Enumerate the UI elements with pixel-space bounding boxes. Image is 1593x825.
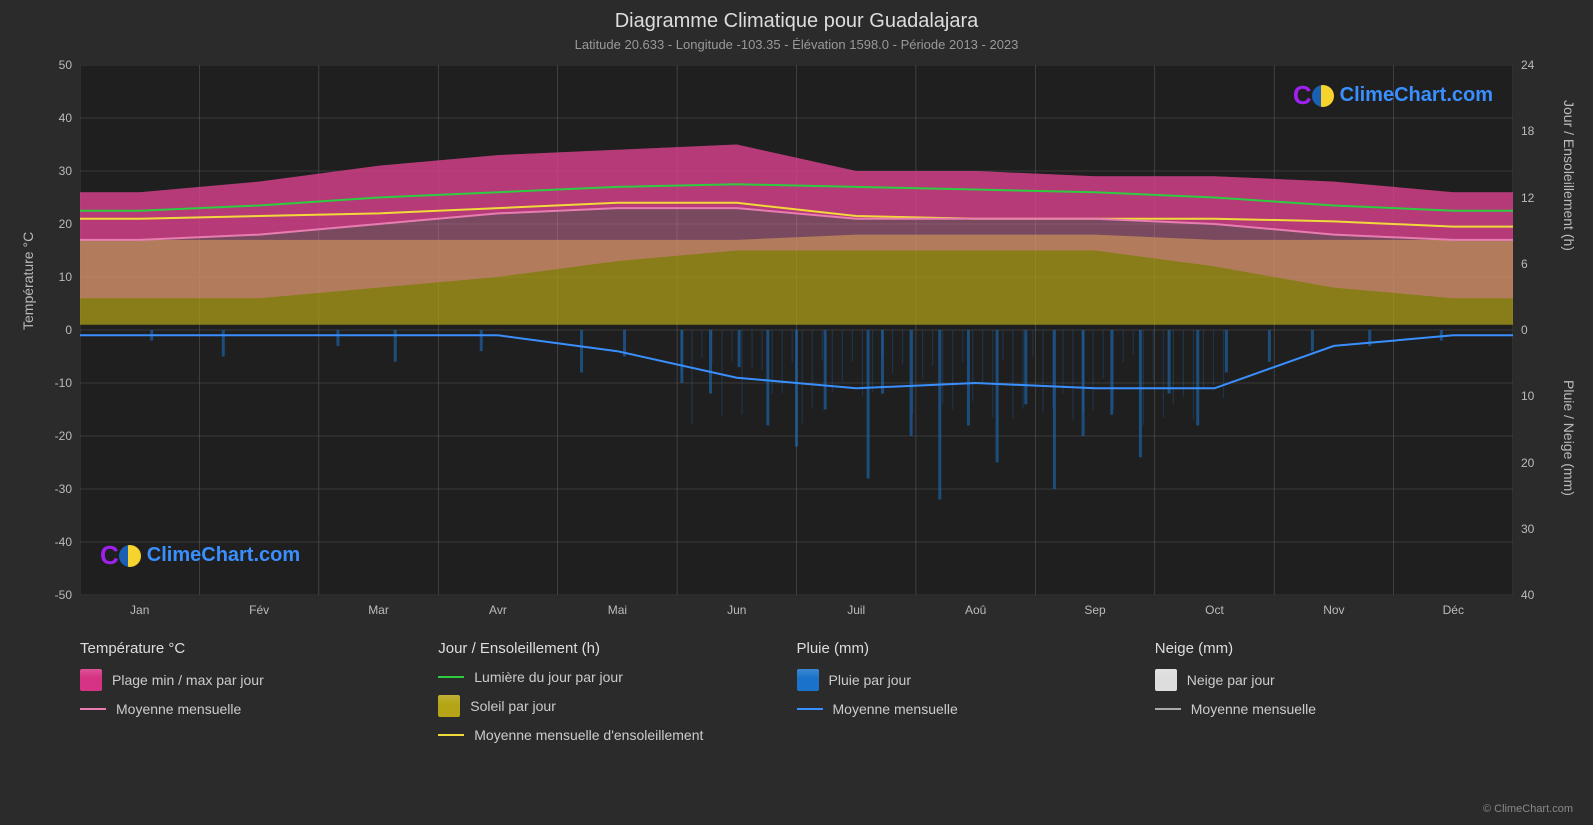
- y-axis-right-label-bottom: Pluie / Neige (mm): [1561, 380, 1577, 496]
- legend-label: Soleil par jour: [470, 698, 556, 714]
- climate-chart: Diagramme Climatique pour Guadalajara La…: [0, 0, 1593, 825]
- legend: Température °C Plage min / max par jour …: [80, 640, 1513, 753]
- legend-label: Pluie par jour: [829, 672, 912, 688]
- brand-text: ClimeChart.com: [147, 544, 300, 567]
- chart-title: Diagramme Climatique pour Guadalajara: [0, 0, 1593, 33]
- pink-line-icon: [80, 708, 106, 710]
- y-tick-right: 6: [1521, 257, 1561, 271]
- legend-header: Pluie (mm): [797, 640, 1135, 657]
- y-tick-left: 0: [32, 323, 72, 337]
- brand-text: ClimeChart.com: [1340, 84, 1493, 107]
- y-tick-left: 10: [32, 270, 72, 284]
- legend-label: Neige par jour: [1187, 672, 1275, 688]
- y-tick-left: -20: [32, 429, 72, 443]
- copyright-text: © ClimeChart.com: [1483, 803, 1573, 815]
- x-tick: Oct: [1184, 603, 1244, 617]
- logo-icon: C: [1293, 80, 1334, 111]
- y-tick-left: -40: [32, 535, 72, 549]
- x-tick: Déc: [1423, 603, 1483, 617]
- legend-label: Moyenne mensuelle: [833, 701, 958, 717]
- legend-snow: Neige (mm) Neige par jour Moyenne mensue…: [1155, 640, 1513, 753]
- brand-logo-bottom-left: C ClimeChart.com: [100, 540, 300, 571]
- legend-label: Plage min / max par jour: [112, 672, 264, 688]
- x-tick: Jan: [110, 603, 170, 617]
- magenta-swatch-icon: [80, 669, 102, 691]
- brand-logo-top-right: C ClimeChart.com: [1293, 80, 1493, 111]
- x-tick: Nov: [1304, 603, 1364, 617]
- legend-header: Jour / Ensoleillement (h): [438, 640, 776, 657]
- yellow-line-icon: [438, 734, 464, 736]
- legend-item-daylight: Lumière du jour par jour: [438, 669, 776, 685]
- legend-temperature: Température °C Plage min / max par jour …: [80, 640, 438, 753]
- y-tick-right: 18: [1521, 124, 1561, 138]
- legend-item-sunshine-mean: Moyenne mensuelle d'ensoleillement: [438, 727, 776, 743]
- blue-swatch-icon: [797, 669, 819, 691]
- y-tick-left: -50: [32, 588, 72, 602]
- legend-header: Neige (mm): [1155, 640, 1493, 657]
- y-tick-left: 40: [32, 111, 72, 125]
- grey-line-icon: [1155, 708, 1181, 710]
- logo-icon: C: [100, 540, 141, 571]
- y-tick-left: 30: [32, 164, 72, 178]
- y-tick-right: 0: [1521, 323, 1561, 337]
- legend-item-snow-mean: Moyenne mensuelle: [1155, 701, 1493, 717]
- y-tick-right: 24: [1521, 58, 1561, 72]
- y-tick-left: -30: [32, 482, 72, 496]
- legend-label: Moyenne mensuelle: [116, 701, 241, 717]
- y-tick-right: 12: [1521, 191, 1561, 205]
- x-tick: Juil: [826, 603, 886, 617]
- legend-label: Lumière du jour par jour: [474, 669, 623, 685]
- y-tick-right: 20: [1521, 456, 1561, 470]
- legend-rain: Pluie (mm) Pluie par jour Moyenne mensue…: [797, 640, 1155, 753]
- legend-label: Moyenne mensuelle: [1191, 701, 1316, 717]
- x-tick: Fév: [229, 603, 289, 617]
- y-tick-right: 40: [1521, 588, 1561, 602]
- grey-swatch-icon: [1155, 669, 1177, 691]
- legend-item-temp-range: Plage min / max par jour: [80, 669, 418, 691]
- y-tick-left: -10: [32, 376, 72, 390]
- legend-item-sunshine: Soleil par jour: [438, 695, 776, 717]
- blue-line-icon: [797, 708, 823, 710]
- y-tick-right: 30: [1521, 522, 1561, 536]
- x-tick: Mai: [587, 603, 647, 617]
- y-tick-left: 50: [32, 58, 72, 72]
- y-tick-right: 10: [1521, 389, 1561, 403]
- legend-header: Température °C: [80, 640, 418, 657]
- legend-item-snow-daily: Neige par jour: [1155, 669, 1493, 691]
- x-tick: Sep: [1065, 603, 1125, 617]
- legend-daylight: Jour / Ensoleillement (h) Lumière du jou…: [438, 640, 796, 753]
- yellow-swatch-icon: [438, 695, 460, 717]
- legend-label: Moyenne mensuelle d'ensoleillement: [474, 727, 703, 743]
- plot-svg: [80, 65, 1513, 595]
- y-tick-left: 20: [32, 217, 72, 231]
- y-axis-right-label-top: Jour / Ensoleillement (h): [1561, 100, 1577, 251]
- x-tick: Mar: [349, 603, 409, 617]
- legend-item-temp-mean: Moyenne mensuelle: [80, 701, 418, 717]
- x-tick: Jun: [707, 603, 767, 617]
- legend-item-rain-daily: Pluie par jour: [797, 669, 1135, 691]
- x-tick: Aoû: [946, 603, 1006, 617]
- chart-subtitle: Latitude 20.633 - Longitude -103.35 - Él…: [0, 33, 1593, 52]
- plot-region: 50403020100-10-20-30-40-50 2418126010203…: [80, 65, 1513, 595]
- x-tick: Avr: [468, 603, 528, 617]
- green-line-icon: [438, 676, 464, 678]
- legend-item-rain-mean: Moyenne mensuelle: [797, 701, 1135, 717]
